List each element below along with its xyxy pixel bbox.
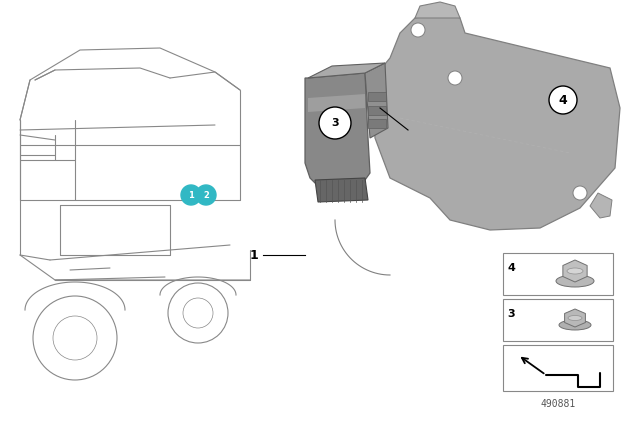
Polygon shape xyxy=(308,94,365,112)
Text: 1: 1 xyxy=(188,190,194,199)
Text: 4: 4 xyxy=(559,94,568,107)
Polygon shape xyxy=(563,260,587,282)
Polygon shape xyxy=(315,178,368,202)
Circle shape xyxy=(196,185,216,205)
Bar xyxy=(503,253,613,295)
Text: 2: 2 xyxy=(203,190,209,199)
Polygon shape xyxy=(305,73,370,183)
Circle shape xyxy=(549,86,577,114)
Text: 3: 3 xyxy=(507,309,515,319)
Polygon shape xyxy=(308,63,385,78)
Circle shape xyxy=(411,23,425,37)
Circle shape xyxy=(573,186,587,200)
Text: 1: 1 xyxy=(249,249,258,262)
Bar xyxy=(503,345,613,391)
Ellipse shape xyxy=(559,320,591,330)
Ellipse shape xyxy=(556,275,594,287)
Ellipse shape xyxy=(568,315,582,320)
Polygon shape xyxy=(415,2,460,18)
Circle shape xyxy=(181,185,201,205)
Bar xyxy=(503,299,613,341)
Text: 3: 3 xyxy=(331,118,339,128)
Text: 2: 2 xyxy=(368,99,377,112)
Ellipse shape xyxy=(567,268,583,274)
Circle shape xyxy=(319,107,351,139)
Bar xyxy=(368,92,386,101)
Polygon shape xyxy=(365,63,388,138)
Bar xyxy=(368,119,386,128)
Circle shape xyxy=(448,71,462,85)
Polygon shape xyxy=(372,13,620,230)
Polygon shape xyxy=(590,193,612,218)
Text: 4: 4 xyxy=(507,263,515,273)
Polygon shape xyxy=(564,309,586,327)
Bar xyxy=(368,106,386,115)
Text: 490881: 490881 xyxy=(540,399,575,409)
Text: 4: 4 xyxy=(559,94,568,107)
